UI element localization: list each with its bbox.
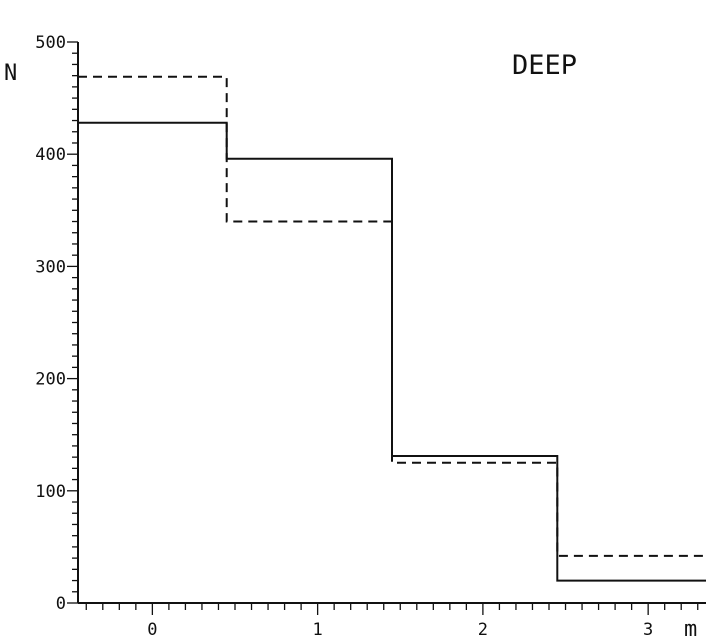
y-tick-label: 100 [35,482,66,502]
y-tick-label: 200 [35,370,66,390]
y-axis-label: N [4,61,17,86]
y-tick-label: 400 [35,145,66,165]
axis-ticks [67,41,699,615]
x-tick-label: 1 [313,620,323,640]
x-tick-labels: 0 1 2 3 [147,620,653,640]
y-tick-label: 300 [35,257,66,277]
x-axis-label: m [684,617,697,642]
dashed-series-line [78,75,706,557]
y-tick-label: 0 [56,594,66,614]
y-tick-labels: 0 100 200 300 400 500 [35,33,66,614]
x-tick-label: 2 [478,620,488,640]
x-tick-label: 0 [147,620,157,640]
x-tick-label: 3 [643,620,653,640]
chart-annotation: DEEP [512,50,577,81]
series-layer [78,75,706,582]
y-tick-label: 500 [35,33,66,53]
